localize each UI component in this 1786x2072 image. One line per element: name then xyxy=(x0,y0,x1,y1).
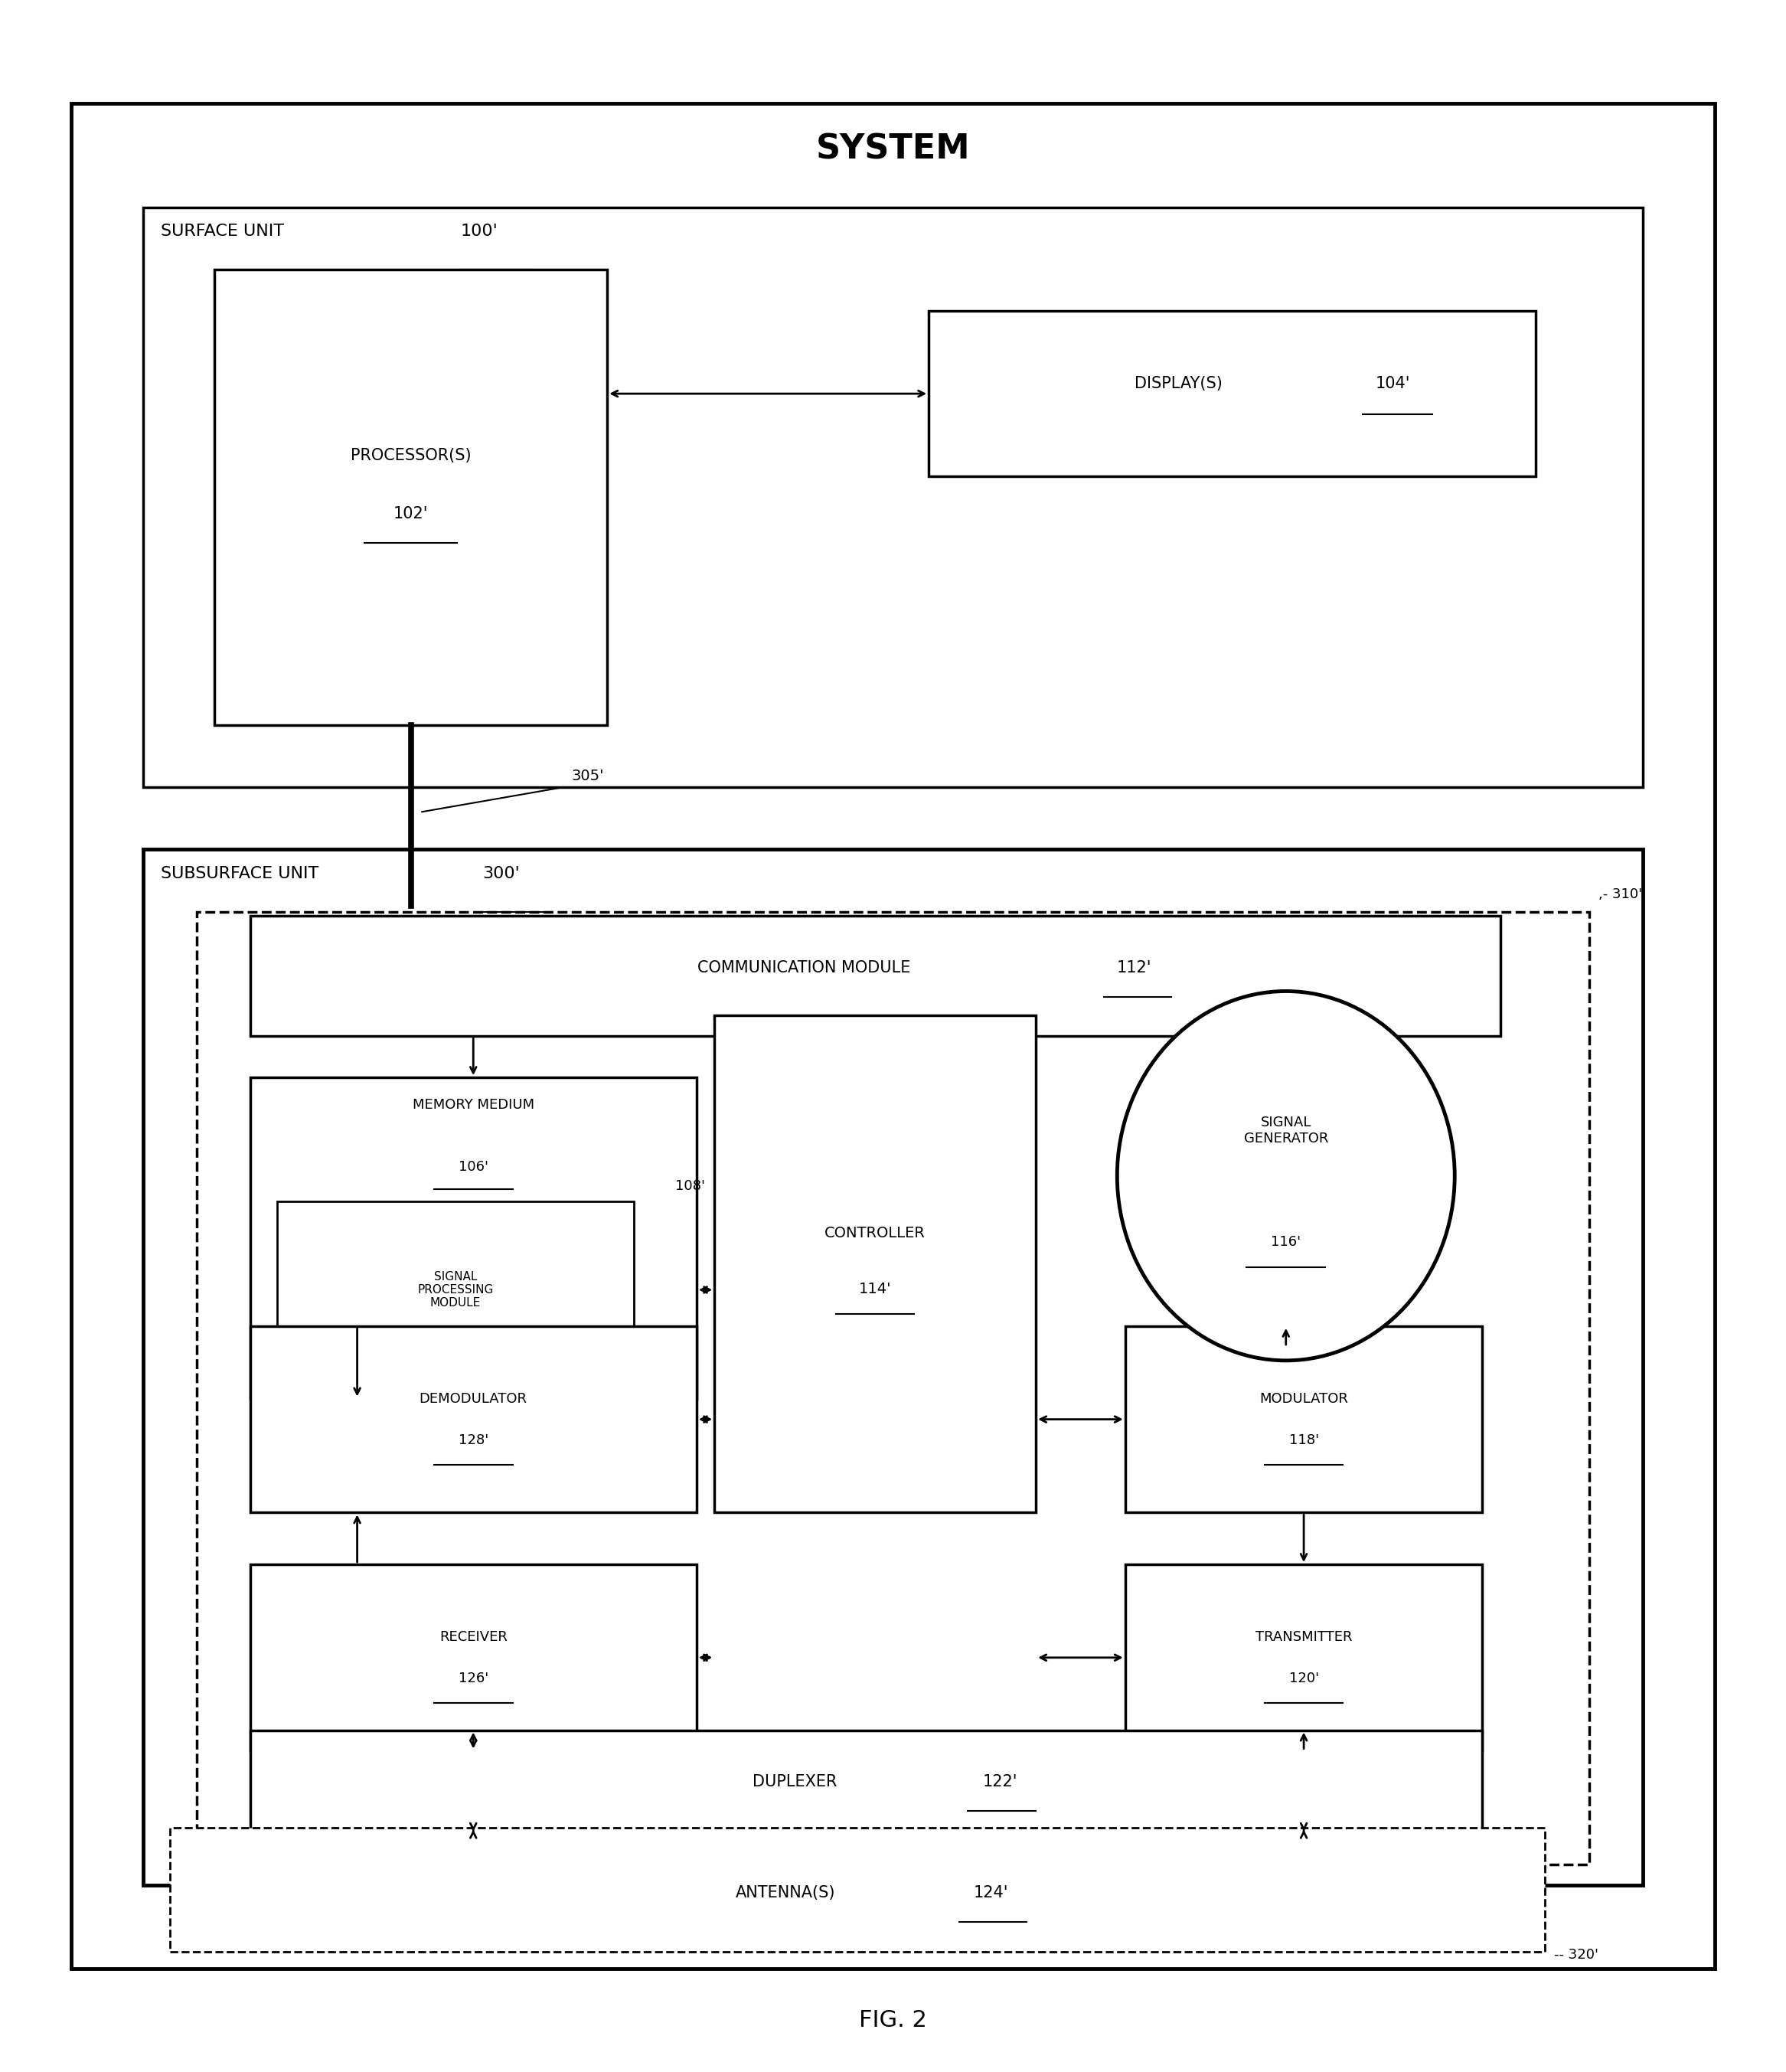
FancyBboxPatch shape xyxy=(179,1848,1536,1937)
Text: 112': 112' xyxy=(1116,959,1152,976)
Text: ,- 310': ,- 310' xyxy=(1598,887,1641,901)
Text: SYSTEM: SYSTEM xyxy=(816,133,970,166)
FancyBboxPatch shape xyxy=(714,1015,1036,1513)
Text: 128': 128' xyxy=(459,1434,488,1446)
Text: 126': 126' xyxy=(459,1672,488,1685)
Text: SURFACE UNIT: SURFACE UNIT xyxy=(161,224,295,238)
FancyBboxPatch shape xyxy=(1125,1326,1482,1513)
Text: 305': 305' xyxy=(572,769,604,783)
Text: TRANSMITTER: TRANSMITTER xyxy=(1256,1631,1352,1643)
FancyBboxPatch shape xyxy=(250,1564,697,1751)
FancyBboxPatch shape xyxy=(250,916,1500,1036)
Text: 114': 114' xyxy=(859,1280,891,1297)
Text: DISPLAY(S): DISPLAY(S) xyxy=(1134,375,1223,392)
Text: 108': 108' xyxy=(675,1179,705,1193)
Text: SIGNAL
GENERATOR: SIGNAL GENERATOR xyxy=(1243,1115,1329,1146)
FancyBboxPatch shape xyxy=(143,207,1643,787)
FancyBboxPatch shape xyxy=(71,104,1715,1968)
Text: 100': 100' xyxy=(461,224,498,238)
FancyBboxPatch shape xyxy=(250,1077,697,1399)
Text: 116': 116' xyxy=(1272,1235,1300,1249)
Text: SIGNAL
PROCESSING
MODULE: SIGNAL PROCESSING MODULE xyxy=(418,1270,493,1310)
FancyBboxPatch shape xyxy=(214,269,607,725)
Text: COMMUNICATION MODULE: COMMUNICATION MODULE xyxy=(697,959,911,976)
Text: MODULATOR: MODULATOR xyxy=(1259,1392,1348,1405)
FancyBboxPatch shape xyxy=(250,1326,697,1513)
FancyBboxPatch shape xyxy=(929,311,1536,477)
Ellipse shape xyxy=(1116,990,1454,1361)
FancyBboxPatch shape xyxy=(143,850,1643,1886)
Text: 124': 124' xyxy=(973,1886,1009,1900)
FancyBboxPatch shape xyxy=(250,1730,1482,1834)
Text: FIG. 2: FIG. 2 xyxy=(859,2010,927,2031)
Text: 300': 300' xyxy=(482,866,520,881)
Text: 104': 104' xyxy=(1375,375,1411,392)
Text: 120': 120' xyxy=(1289,1672,1318,1685)
Text: CONTROLLER: CONTROLLER xyxy=(825,1225,925,1241)
Text: DEMODULATOR: DEMODULATOR xyxy=(420,1392,527,1405)
FancyBboxPatch shape xyxy=(170,1828,1545,1952)
Text: 118': 118' xyxy=(1289,1434,1318,1446)
Text: PROCESSOR(S): PROCESSOR(S) xyxy=(350,448,472,464)
Text: MEMORY MEDIUM: MEMORY MEDIUM xyxy=(413,1098,534,1113)
Text: 102': 102' xyxy=(393,506,429,522)
Text: 106': 106' xyxy=(459,1160,488,1175)
Text: DUPLEXER: DUPLEXER xyxy=(752,1774,838,1790)
FancyBboxPatch shape xyxy=(1125,1564,1482,1751)
Text: RECEIVER: RECEIVER xyxy=(439,1631,507,1643)
Text: ANTENNA(S): ANTENNA(S) xyxy=(736,1886,836,1900)
Text: -- 320': -- 320' xyxy=(1554,1948,1598,1962)
FancyBboxPatch shape xyxy=(277,1202,634,1378)
Text: 122': 122' xyxy=(982,1774,1018,1790)
Text: SUBSURFACE UNIT: SUBSURFACE UNIT xyxy=(161,866,318,881)
FancyBboxPatch shape xyxy=(196,912,1590,1865)
